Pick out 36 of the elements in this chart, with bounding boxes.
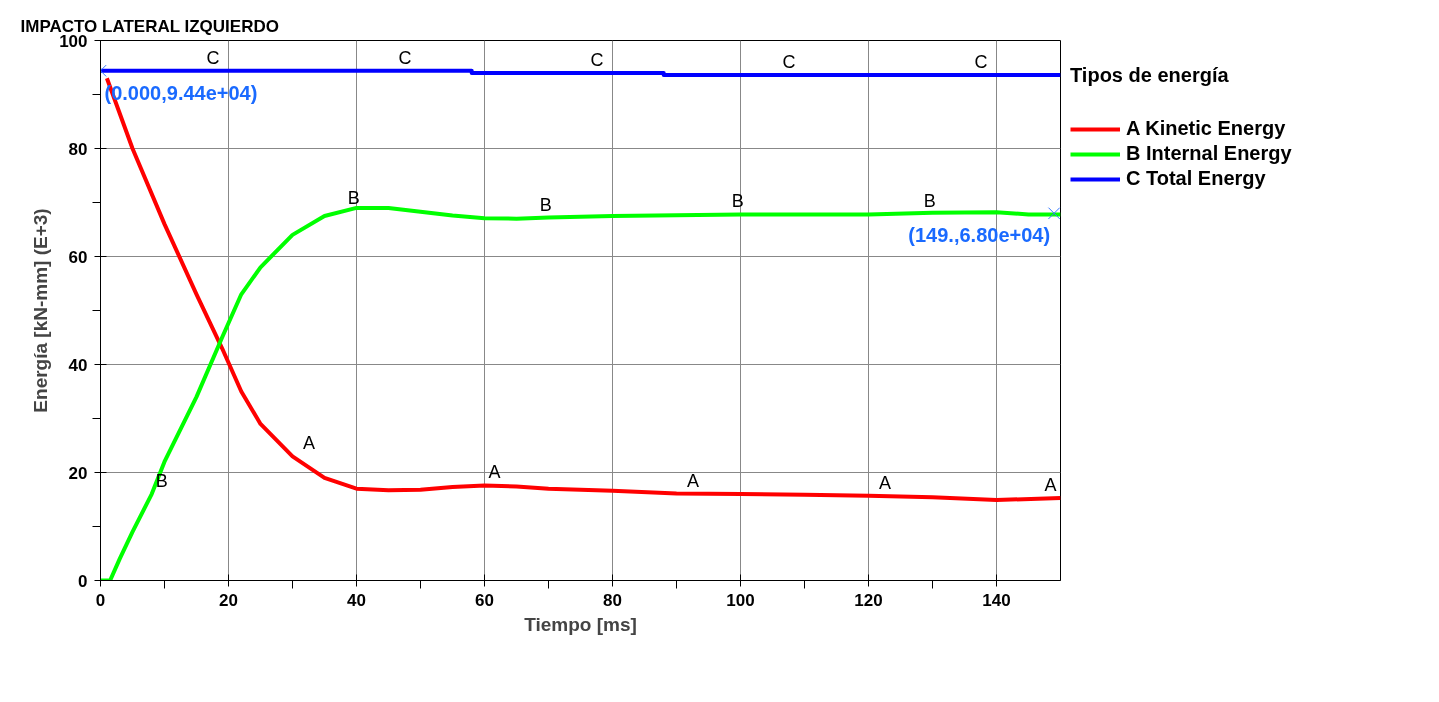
annotation: A — [1044, 474, 1057, 495]
y-tick-label: 40 — [68, 355, 88, 375]
annotation: B — [155, 471, 168, 492]
annotation: C — [590, 49, 604, 70]
annotation: (149.,6.80e+04) — [908, 224, 1051, 247]
annotation: A — [686, 470, 699, 491]
x-tick-label: 80 — [603, 590, 622, 610]
annotation: C — [206, 47, 220, 68]
legend-label: B Internal Energy — [1126, 142, 1292, 165]
x-tick-label: 40 — [347, 590, 366, 610]
line-series — [104, 76, 1061, 503]
x-tick-label: 20 — [219, 590, 238, 610]
x-tick-label: 60 — [475, 590, 494, 610]
annotation: A — [878, 472, 891, 493]
annotation: B — [539, 195, 552, 216]
annotation: A — [488, 462, 501, 483]
x-tick-label: 100 — [726, 590, 755, 610]
legend-label: C Total Energy — [1126, 167, 1266, 190]
annotation: B — [347, 187, 360, 208]
annotation: C — [782, 52, 796, 73]
annotation: B — [731, 191, 744, 212]
y-tick-label: 20 — [68, 463, 88, 483]
x-tick-label: 120 — [854, 590, 883, 610]
legend-label: A Kinetic Energy — [1126, 117, 1286, 140]
y-tick-label: 0 — [78, 571, 88, 591]
x-tick-label: 140 — [982, 590, 1011, 610]
x-tick-label: 0 — [95, 590, 106, 610]
legend-title: Tipos de energía — [1070, 64, 1230, 87]
annotation: C — [398, 47, 412, 68]
annotation: A — [302, 433, 315, 454]
y-tick-label: 60 — [68, 247, 88, 267]
y-axis-title: Energía [kN-mm] (E+3) — [30, 208, 52, 413]
x-axis-title: Tiempo [ms] — [524, 613, 637, 635]
annotation: B — [923, 190, 936, 211]
y-tick-label: 80 — [68, 139, 88, 159]
annotation: C — [974, 52, 988, 73]
